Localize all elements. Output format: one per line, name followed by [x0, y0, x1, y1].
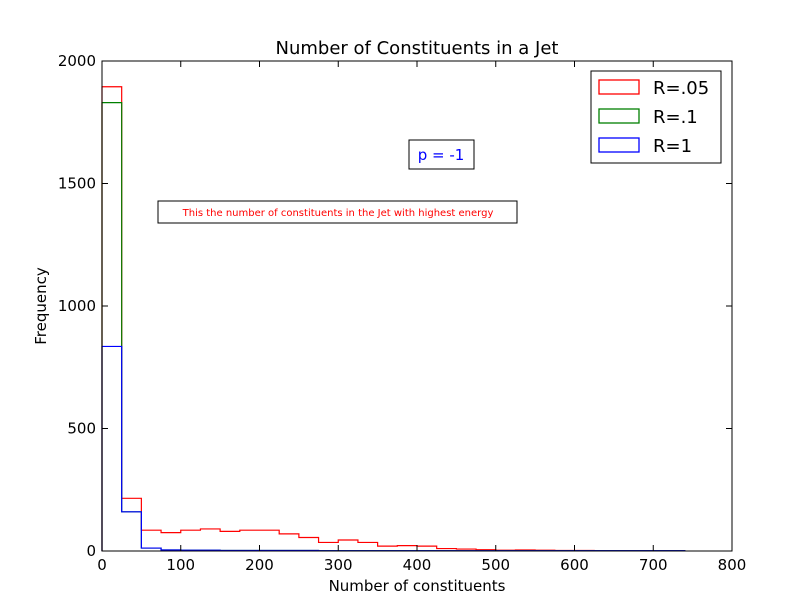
legend-label-r1: R=1 — [653, 136, 692, 157]
y-tick-label: 2000 — [58, 52, 96, 70]
legend-swatch-r005 — [598, 79, 640, 95]
annotation-description: This the number of constituents in the J… — [182, 208, 494, 219]
annotation-box-p: p = -1 — [408, 139, 475, 170]
y-tick-label: 1000 — [58, 297, 96, 315]
x-tick-label: 700 — [639, 556, 668, 574]
legend-swatch-r01 — [598, 108, 640, 124]
x-axis: 0 100 200 300 400 500 600 700 800 — [97, 61, 746, 574]
x-tick-label: 0 — [97, 556, 107, 574]
y-axis: 0 500 1000 1500 2000 — [58, 52, 732, 560]
y-axis-label: Frequency — [32, 267, 50, 345]
x-tick-label: 200 — [245, 556, 274, 574]
x-tick-label: 300 — [324, 556, 353, 574]
x-axis-label: Number of constituents — [329, 577, 506, 595]
y-tick-label: 0 — [86, 542, 96, 560]
legend-frame — [590, 70, 722, 164]
x-tick-label: 800 — [718, 556, 747, 574]
annotation-p: p = -1 — [418, 146, 465, 164]
chart-title: Number of Constituents in a Jet — [276, 38, 559, 59]
y-tick-label: 1500 — [58, 175, 96, 193]
x-tick-label: 100 — [166, 556, 195, 574]
annotation-box-description: This the number of constituents in the J… — [157, 200, 518, 224]
legend-label-r01: R=.1 — [653, 107, 698, 128]
x-tick-label: 400 — [403, 556, 432, 574]
x-tick-label: 600 — [560, 556, 589, 574]
y-tick-label: 500 — [67, 420, 96, 438]
legend-label-r005: R=.05 — [653, 78, 709, 99]
legend-swatch-r1 — [598, 137, 640, 153]
x-tick-label: 500 — [481, 556, 510, 574]
legend: R=.05 R=.1 R=1 — [590, 70, 722, 164]
